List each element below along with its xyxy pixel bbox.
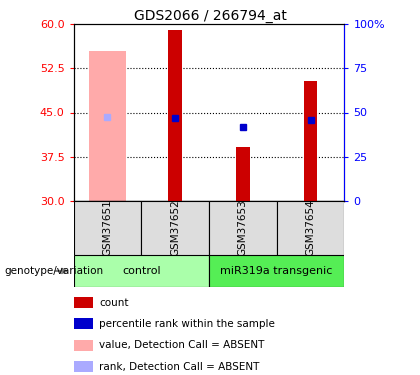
Bar [74,255,209,287]
Bar [277,201,344,255]
Bar [168,30,182,201]
Bar [236,147,249,201]
Text: GSM37651: GSM37651 [102,200,113,256]
Text: GSM37653: GSM37653 [238,200,248,256]
Bar [209,201,277,255]
Bar [74,297,92,308]
Text: count: count [100,298,129,308]
Text: GSM37654: GSM37654 [305,200,315,256]
Bar [89,51,126,201]
Text: value, Detection Call = ABSENT: value, Detection Call = ABSENT [100,340,265,351]
Text: GSM37652: GSM37652 [170,200,180,256]
Text: control: control [122,266,160,276]
Bar [74,318,92,329]
Text: miR319a transgenic: miR319a transgenic [220,266,333,276]
Text: GDS2066 / 266794_at: GDS2066 / 266794_at [134,9,286,23]
Bar [74,201,141,255]
Bar [304,81,318,201]
Bar [141,201,209,255]
Bar [209,255,344,287]
Text: genotype/variation: genotype/variation [4,266,103,276]
Bar [74,340,92,351]
Bar [74,361,92,372]
Text: percentile rank within the sample: percentile rank within the sample [100,320,276,329]
Text: rank, Detection Call = ABSENT: rank, Detection Call = ABSENT [100,362,260,372]
